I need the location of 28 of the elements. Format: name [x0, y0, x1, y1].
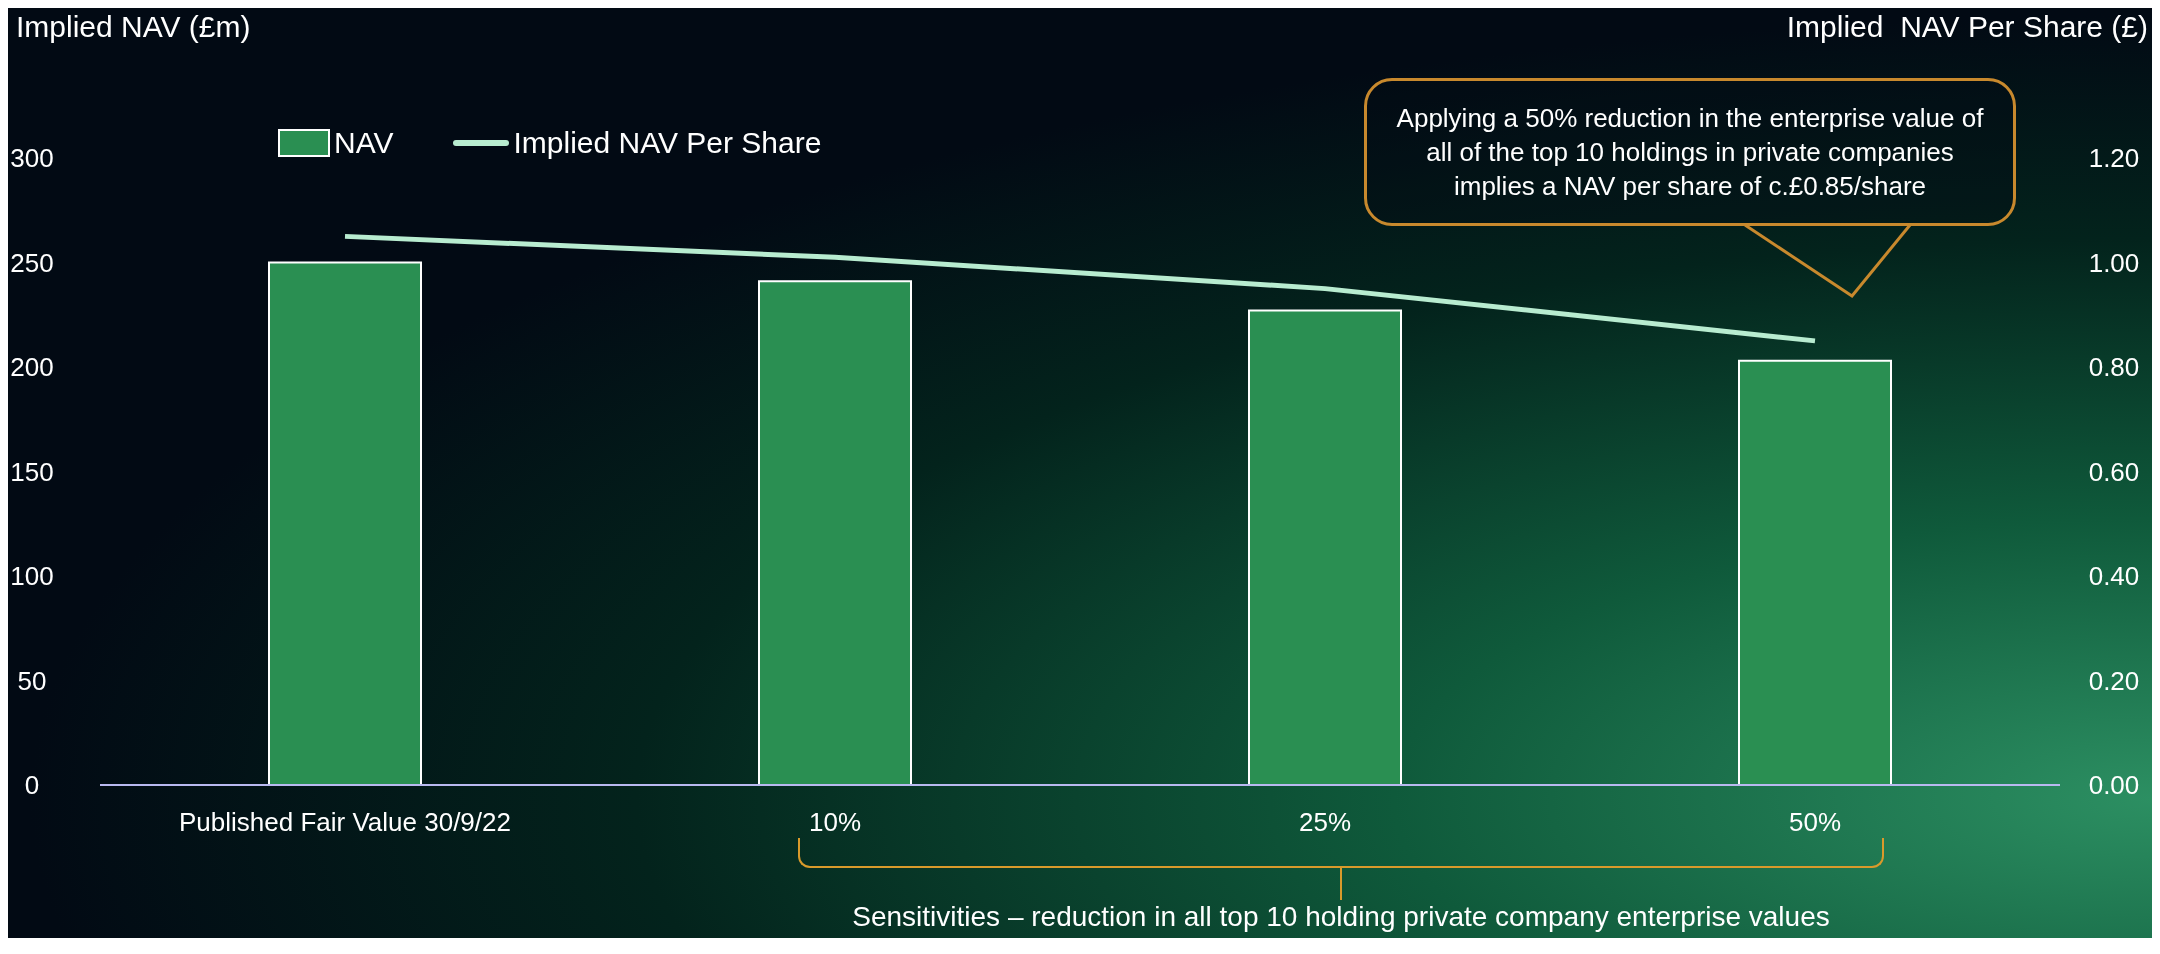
y-tick-label: 200 [10, 352, 54, 382]
bar [1248, 309, 1402, 785]
x-tick-label: Published Fair Value 30/9/22 [179, 807, 511, 838]
text: Sensitivities – reduction in all top 10 holding private company enterprise values [851, 900, 1831, 934]
y-tick-label: 100 [10, 561, 54, 591]
y-tick-label: 300 [10, 143, 54, 173]
y2-tick-label: 0.40 [2088, 561, 2140, 592]
y-tick-label: 50 [17, 665, 47, 696]
x-tick-label: 25% [1298, 807, 1352, 838]
y2-tick-label: 0.60 [2088, 456, 2140, 487]
y-axis-title: Implied NAV (£m) [16, 10, 251, 44]
legend-label: Implied NAV Per Share [513, 126, 822, 160]
x-tick-label: 10% [808, 807, 862, 838]
y2-tick-label: 1.20 [2088, 143, 2140, 174]
x-tick-label: 50% [1788, 807, 1842, 838]
callout-box: Applying a 50% reduction in the enterprise value of all of the top 10 holdings in private companies implies a NAV per share of c.£0.85/share [1364, 78, 2016, 226]
y2-tick-label: 0.80 [2088, 352, 2140, 383]
y-tick-label: 0 [24, 770, 40, 800]
bar [758, 280, 912, 785]
y-tick-label: 150 [10, 456, 54, 487]
y2-tick-label: 1.00 [2088, 247, 2140, 278]
y2-tick-label: 0.00 [2088, 770, 2140, 801]
bar [268, 261, 422, 785]
bar [1738, 359, 1892, 785]
y-tick-label: 250 [10, 247, 54, 278]
y2-axis-title: Implied NAV Per Share (£) [1786, 10, 2148, 44]
y2-tick-label: 0.20 [2088, 665, 2140, 696]
legend-label: NAV [334, 126, 394, 160]
